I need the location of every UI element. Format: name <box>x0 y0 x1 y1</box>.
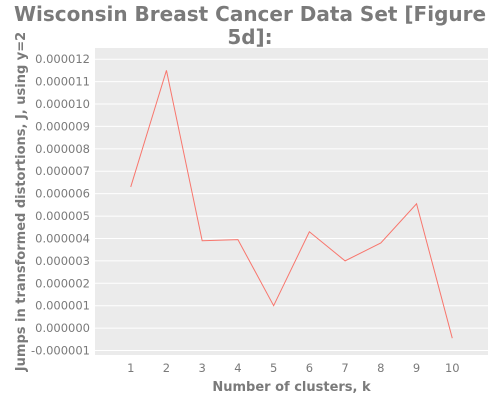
x-tick-label: 8 <box>377 361 384 375</box>
y-tick-label: 0.000002 <box>35 276 90 290</box>
x-tick-label: 4 <box>234 361 241 375</box>
y-tick-label: 0.000010 <box>35 97 90 111</box>
y-tick-label: 0.000004 <box>35 231 90 245</box>
y-axis-title: Jumps in transformed distortions, J, usi… <box>14 32 29 372</box>
data-point <box>415 203 417 205</box>
data-point <box>201 240 203 242</box>
y-gridlines <box>95 58 488 352</box>
series-layer <box>130 69 453 339</box>
data-point <box>308 231 310 233</box>
data-point <box>165 69 167 71</box>
y-tick-label: 0.000009 <box>35 119 90 133</box>
y-tick-label: 0.000012 <box>35 52 90 66</box>
x-tick-label: 9 <box>413 361 420 375</box>
y-tick-label: -0.000001 <box>31 344 90 358</box>
y-tick-label: 0.000000 <box>35 321 90 335</box>
plot-panel <box>95 48 488 355</box>
x-tick-labels: 1 2 3 4 5 6 7 8 9 10 <box>127 361 460 375</box>
y-tick-label: 0.000006 <box>35 187 90 201</box>
x-tick-label: 5 <box>270 361 277 375</box>
y-tick-label: 0.000008 <box>35 142 90 156</box>
data-point <box>130 186 132 188</box>
y-tick-label: 0.000007 <box>35 164 90 178</box>
y-tick-label: 0.000001 <box>35 299 90 313</box>
x-tick-label: 1 <box>127 361 134 375</box>
y-tick-label: 0.000011 <box>35 75 90 89</box>
data-point <box>451 337 453 339</box>
data-point <box>380 242 382 244</box>
data-point <box>272 305 274 307</box>
data-point <box>344 260 346 262</box>
data-point <box>237 238 239 240</box>
x-tick-label: 6 <box>306 361 313 375</box>
y-tick-labels: -0.000001 0.000000 0.000001 0.000002 0.00000… <box>31 52 90 357</box>
x-tick-label: 3 <box>199 361 206 375</box>
chart-title-line-1: Wisconsin Breast Cancer Data Set [Figure… <box>13 2 487 49</box>
x-tick-label: 2 <box>163 361 170 375</box>
y-tick-label: 0.000005 <box>35 209 90 223</box>
y-tick-label: 0.000003 <box>35 254 90 268</box>
x-axis-title: Number of clusters, k <box>212 380 371 395</box>
x-tick-label: 7 <box>341 361 348 375</box>
x-tick-label: 10 <box>445 361 460 375</box>
series-line <box>130 70 453 339</box>
